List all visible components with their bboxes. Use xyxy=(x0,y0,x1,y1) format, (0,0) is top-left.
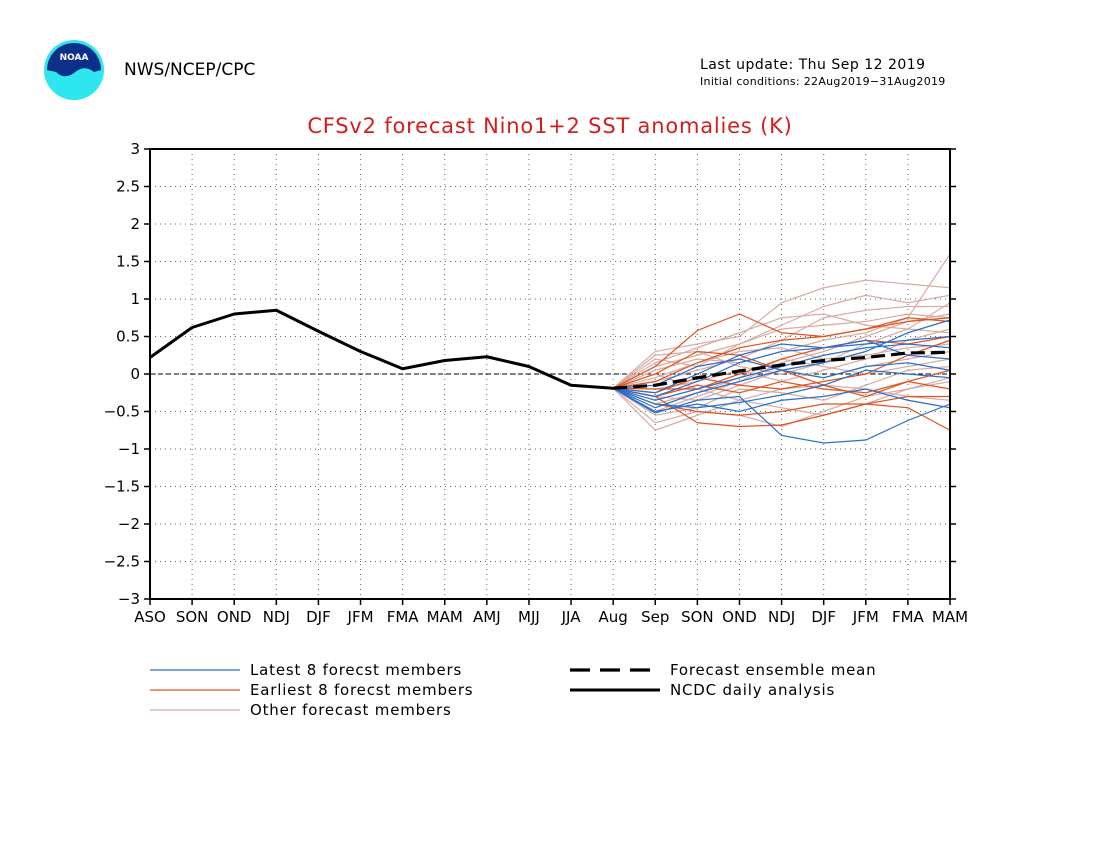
x-tick-label: Sep xyxy=(641,608,669,626)
y-tick-label: 0.5 xyxy=(116,328,140,346)
x-tick-label: JFM xyxy=(347,608,374,626)
x-tick-label: NDJ xyxy=(263,608,290,626)
x-tick-label: Aug xyxy=(599,608,628,626)
other-member-line xyxy=(612,279,951,389)
other-member-line xyxy=(612,313,951,389)
x-tick-label: MJJ xyxy=(518,608,540,626)
y-tick-label: 2 xyxy=(130,215,140,233)
x-tick-label: SON xyxy=(176,608,209,626)
y-tick-label: 0 xyxy=(130,365,140,383)
legend-label-latest: Latest 8 forecst members xyxy=(250,661,462,679)
latest-member-line xyxy=(613,358,951,389)
x-tick-label: OND xyxy=(217,608,252,626)
logo-bird-shape xyxy=(47,43,101,77)
earliest-member-line xyxy=(612,313,951,389)
latest-member-line xyxy=(613,335,951,398)
x-tick-label: SON xyxy=(681,608,714,626)
x-tick-label: FMA xyxy=(892,608,925,626)
legend-label-mean: Forecast ensemble mean xyxy=(670,661,876,679)
other-member-line xyxy=(612,313,951,389)
latest-member-line xyxy=(612,369,951,409)
forecast-members xyxy=(612,253,951,444)
legend-label-earliest: Earliest 8 forecst members xyxy=(250,681,473,699)
other-member-line xyxy=(612,365,951,416)
y-tick-label: 2.5 xyxy=(116,178,140,196)
y-tick-label: −1.5 xyxy=(104,478,140,496)
y-tick-label: −2 xyxy=(118,515,140,533)
x-tick-label: JJA xyxy=(561,608,582,626)
x-tick-label: NDJ xyxy=(768,608,795,626)
legend-label-other: Other forecast members xyxy=(250,701,452,719)
last-update: Last update: Thu Sep 12 2019 xyxy=(700,57,926,73)
ncdc-analysis-line xyxy=(149,308,614,390)
legend-label-analysis: NCDC daily analysis xyxy=(670,681,835,699)
legend: Latest 8 forecst members Earliest 8 forec… xyxy=(150,661,876,719)
ensemble-mean-line xyxy=(613,350,951,390)
x-tick-label: AMJ xyxy=(473,608,501,626)
noaa-logo: NOAA xyxy=(44,40,104,100)
x-tick-label: OND xyxy=(722,608,757,626)
x-tick-label: ASO xyxy=(134,608,166,626)
x-tick-label: MAM xyxy=(427,608,463,626)
chart-title: CFSv2 forecast Nino1+2 SST anomalies (K) xyxy=(307,114,793,138)
other-member-line xyxy=(612,380,951,428)
y-tick-label: −2.5 xyxy=(104,553,140,571)
latest-member-line xyxy=(613,339,951,394)
x-tick-label: FMA xyxy=(387,608,420,626)
main-series xyxy=(149,308,951,390)
x-tick-label: DJF xyxy=(306,608,331,626)
latest-member-line xyxy=(612,387,951,444)
agency-label: NWS/NCEP/CPC xyxy=(124,60,256,80)
logo-text: NOAA xyxy=(60,53,89,63)
y-tick-label: −0.5 xyxy=(104,403,140,421)
x-tick-label: MAM xyxy=(932,608,968,626)
earliest-member-line xyxy=(613,380,951,398)
y-tick-label: 1 xyxy=(130,290,140,308)
earliest-member-line xyxy=(613,317,951,389)
y-tick-labels: 3 2.5 2 1.5 1 0.5 0 −0.5 −1 −1.5 −2 −2.5 −3 xyxy=(104,140,140,608)
y-tick-label: 3 xyxy=(130,140,140,158)
axis-ticks xyxy=(144,148,956,605)
x-tick-labels: ASO SON OND NDJ DJF JFM FMA MAM AMJ MJJ JJA Aug Sep S… xyxy=(134,608,968,626)
y-tick-label: −3 xyxy=(118,590,140,608)
earliest-member-line xyxy=(613,335,951,390)
y-tick-label: −1 xyxy=(118,440,140,458)
other-member-line xyxy=(612,294,951,389)
y-tick-label: 1.5 xyxy=(116,253,140,271)
initial-conditions: Initial conditions: 22Aug2019−31Aug2019 xyxy=(700,75,946,88)
latest-member-line xyxy=(612,387,951,413)
x-tick-label: DJF xyxy=(811,608,836,626)
earliest-member-line xyxy=(612,387,950,416)
x-tick-label: JFM xyxy=(852,608,879,626)
earliest-member-line xyxy=(613,339,951,394)
